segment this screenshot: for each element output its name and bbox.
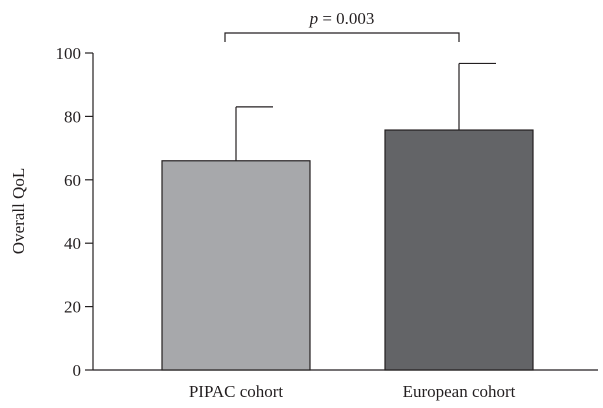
- bar: [161, 160, 311, 371]
- p-value-label: p = 0.003: [309, 9, 375, 28]
- p-value: = 0.003: [318, 9, 374, 28]
- significance-bracket: [224, 32, 460, 42]
- y-axis: 0 20 40 60 80 100: [56, 44, 94, 380]
- significance-annotation: p = 0.003: [224, 9, 460, 42]
- category-label: PIPAC cohort: [189, 382, 284, 401]
- bar: [384, 129, 534, 371]
- y-tick-label: 80: [64, 107, 81, 126]
- y-tick-label: 40: [64, 234, 81, 253]
- error-bars: [235, 62, 496, 161]
- bars: [161, 129, 534, 371]
- y-tick-label: 60: [64, 171, 81, 190]
- p-symbol: p: [309, 9, 319, 28]
- y-axis-title: Overall QoL: [9, 168, 28, 254]
- y-tick-label: 0: [73, 361, 82, 380]
- category-label: European cohort: [403, 382, 516, 401]
- category-labels: PIPAC cohort European cohort: [189, 382, 516, 401]
- y-tick-label: 100: [56, 44, 82, 63]
- y-tick-label: 20: [64, 298, 81, 317]
